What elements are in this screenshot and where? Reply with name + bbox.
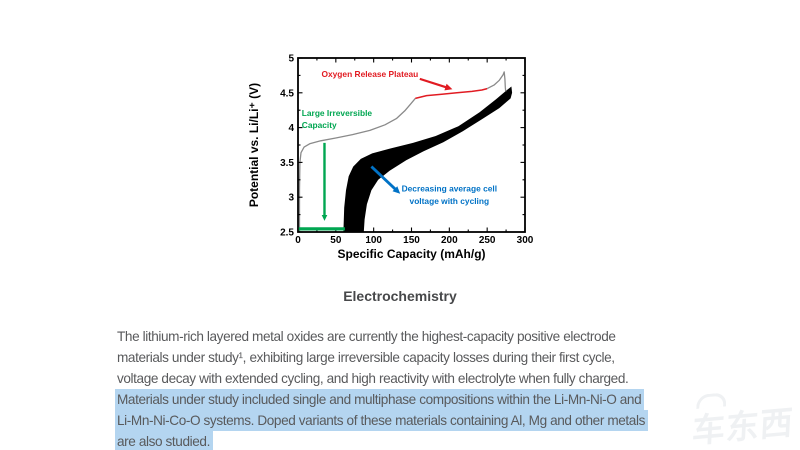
paragraph-line: The lithium-rich layered metal oxides ar… (117, 326, 697, 347)
x-tick-label: 150 (403, 235, 420, 246)
voltage-decay-label: Decreasing average cell voltage with cycl… (402, 184, 497, 206)
oxygen-release-arrow (419, 77, 449, 89)
watermark-text: 车东西 (691, 402, 795, 450)
paragraph-line: Materials under study included single an… (115, 389, 697, 410)
y-tick-label: 4 (288, 123, 294, 134)
x-tick-label: 250 (479, 235, 496, 246)
y-tick-label: 3 (288, 193, 294, 204)
voltage-decay-arrow-head (392, 186, 401, 194)
irreversible-capacity-arrow-head (321, 215, 328, 221)
y-tick-label: 2.5 (280, 228, 294, 239)
paragraph-line: are also studied. (115, 431, 697, 450)
paragraph-line: Li-Mn-Ni-Co-O systems. Doped variants of… (115, 410, 697, 431)
watermark-logo: 车东西 (691, 392, 795, 450)
irreversible-capacity-label: Large Irreversible Capacity (302, 108, 373, 130)
line-text: materials under study¹, exhibiting large… (117, 350, 615, 365)
highlighted-text: Materials under study included single an… (115, 389, 645, 410)
x-tick-label: 200 (441, 235, 458, 246)
line-text: The lithium-rich layered metal oxides ar… (117, 329, 616, 344)
x-tick-label: 300 (517, 235, 534, 246)
section-heading: Electrochemistry (343, 288, 457, 304)
x-tick-label: 0 (295, 235, 301, 246)
voltage-decay-arrow (370, 165, 398, 192)
voltage-capacity-chart: 0 50 100 150 200 250 300 2.5 3 3.5 4 4.5 5 Specific C… (247, 54, 534, 262)
x-axis-title: Specific Capacity (mAh/g) (337, 247, 485, 261)
first-charge-end-curve (486, 71, 507, 92)
line-text: voltage decay with extended cycling, and… (117, 371, 629, 386)
watermark-antenna-icon (696, 392, 727, 410)
first-charge-curve (298, 97, 416, 232)
oxygen-release-label: Oxygen Release Plateau (321, 69, 418, 79)
highlighted-text: Li-Mn-Ni-Co-O systems. Doped variants of… (115, 410, 648, 431)
electrochemistry-figure: 0 50 100 150 200 250 300 2.5 3 3.5 4 4.5 5 Specific C… (245, 30, 545, 270)
y-axis-title: Potential vs. Li/Li⁺ (V) (247, 83, 261, 207)
oxygen-release-plateau-curve (415, 87, 488, 100)
x-tick-label: 50 (330, 235, 342, 246)
y-tick-label: 5 (288, 54, 294, 65)
cycling-curves-band (343, 86, 513, 232)
y-tick-label: 4.5 (280, 88, 294, 99)
article-paragraph: The lithium-rich layered metal oxides ar… (115, 326, 697, 450)
oxygen-release-arrow-head (444, 83, 453, 91)
y-tick-label: 3.5 (280, 158, 294, 169)
x-tick-label: 100 (365, 235, 382, 246)
paragraph-line: materials under study¹, exhibiting large… (117, 347, 697, 368)
highlighted-text: are also studied. (115, 431, 213, 450)
paragraph-line: voltage decay with extended cycling, and… (117, 368, 697, 389)
